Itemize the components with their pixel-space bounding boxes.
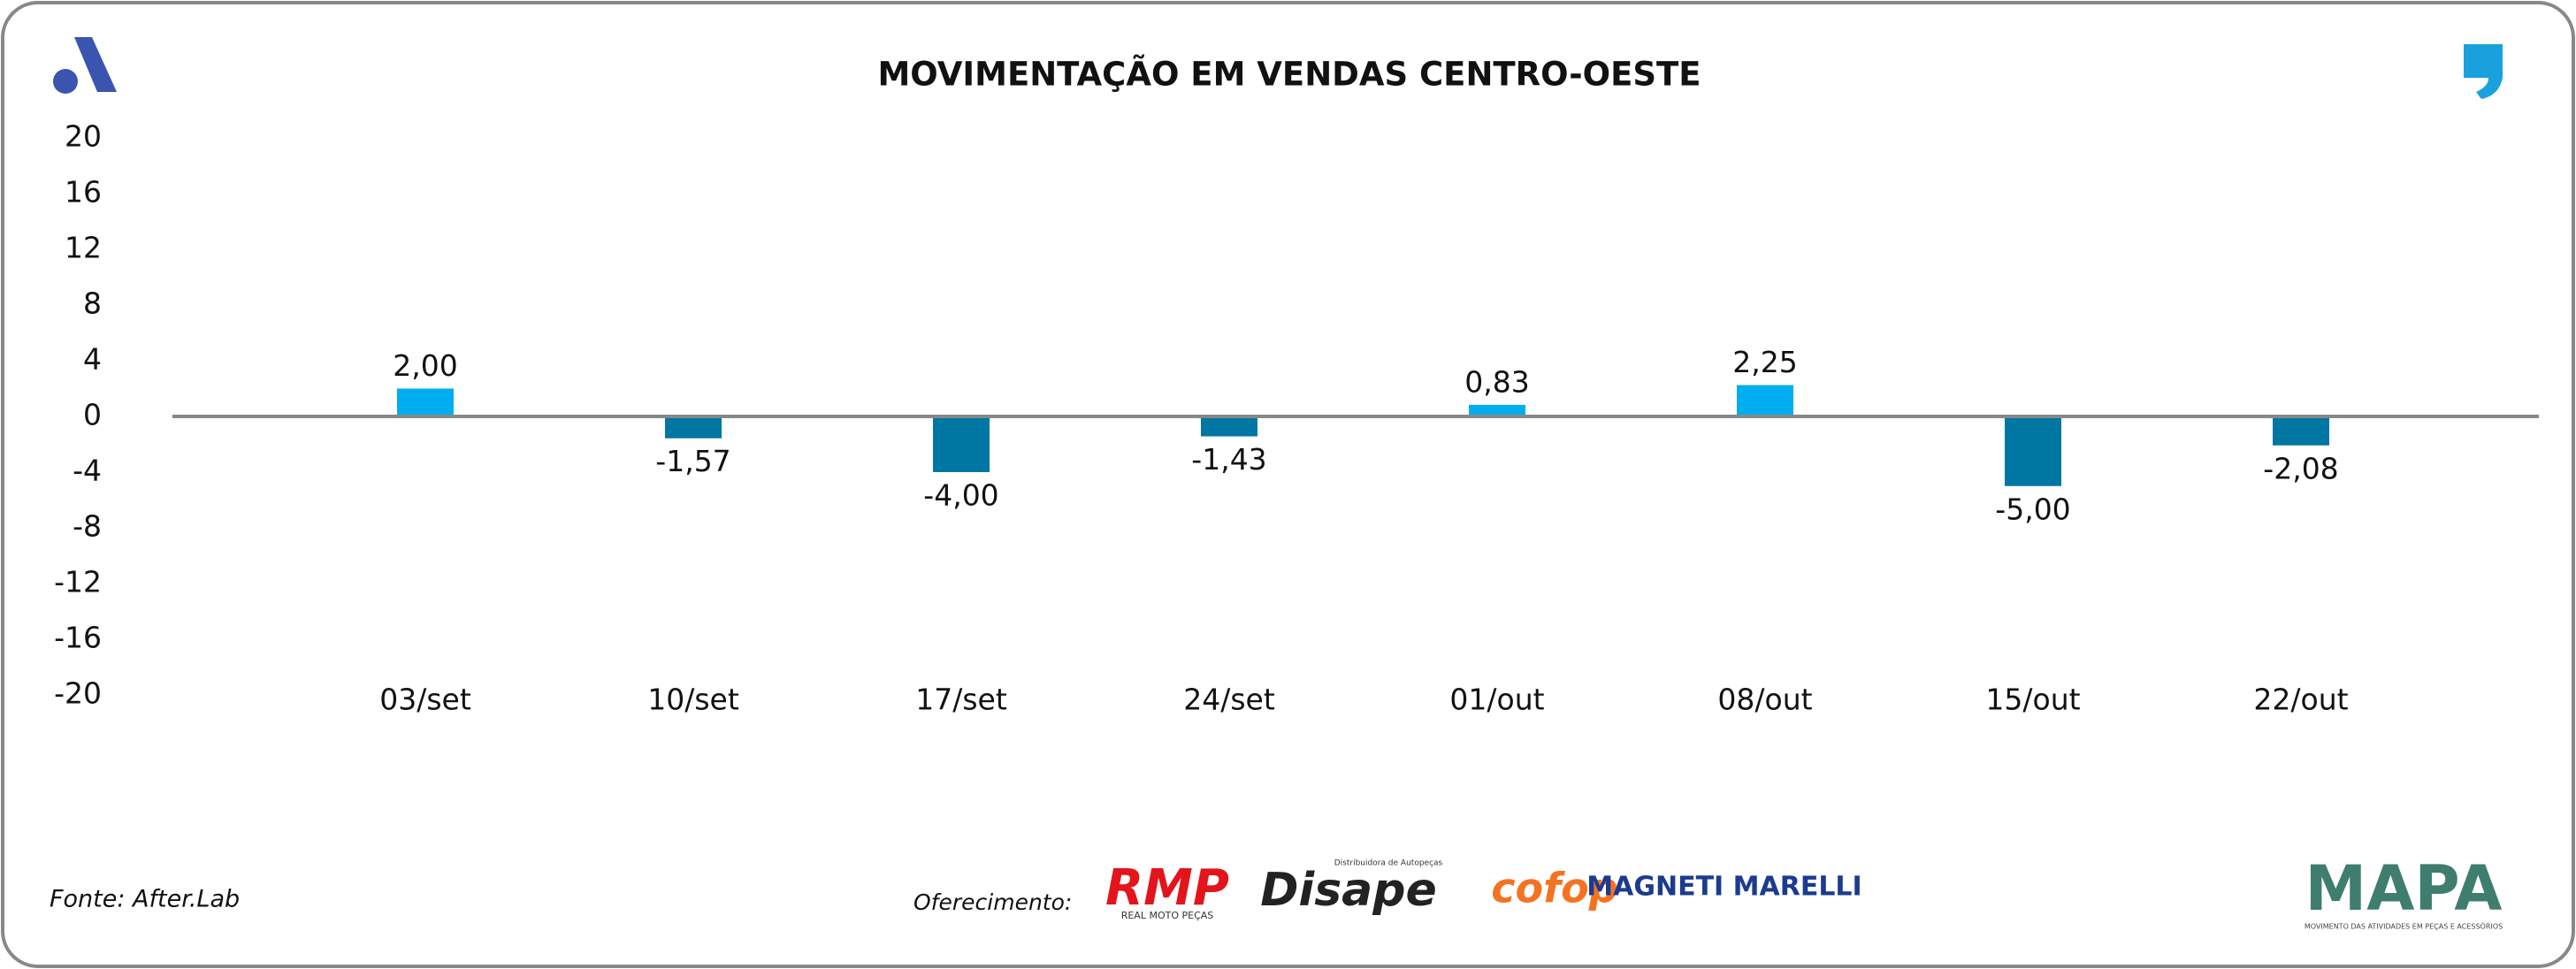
y-tick-label: -12 (54, 565, 102, 599)
y-tick-label: -16 (54, 621, 102, 655)
value-label: 2,00 (393, 348, 457, 383)
y-tick-label: -8 (73, 509, 102, 544)
sponsor-logo: cofop (1491, 865, 1617, 912)
chart-title: MOVIMENTAÇÃO EM VENDAS CENTRO-OESTE (877, 55, 1701, 94)
bar (665, 416, 722, 439)
value-label: -2,08 (2263, 451, 2338, 485)
value-label: 2,25 (1732, 345, 1797, 379)
y-tick-label: -4 (73, 454, 102, 488)
x-tick-label: 22/out (2253, 683, 2348, 717)
x-tick-label: 08/out (1717, 683, 1812, 717)
bar (2273, 416, 2329, 446)
y-tick-label: 12 (65, 231, 102, 265)
y-tick-label: 20 (65, 119, 102, 154)
x-tick-label: 10/set (647, 683, 739, 717)
bar (1469, 404, 1525, 416)
sponsor-subtitle: REAL MOTO PEÇAS (1121, 910, 1214, 921)
bar (2005, 416, 2061, 486)
source: Fonte: After.Lab (50, 886, 240, 913)
logo-right (2464, 44, 2503, 99)
sponsor-logo: RMP (1105, 859, 1229, 917)
bar (1201, 416, 1257, 437)
x-tick-label: 01/out (1449, 683, 1544, 717)
x-tick-label: 03/set (379, 683, 471, 717)
x-tick-label: 15/out (1985, 683, 2080, 717)
brand-subtitle: MOVIMENTO DAS ATIVIDADES EM PEÇAS E ACES… (2305, 921, 2503, 931)
y-tick-label: 4 (83, 342, 102, 377)
bar (397, 388, 454, 416)
value-label: -5,00 (1995, 492, 2070, 526)
bar (933, 416, 990, 472)
y-tick-label: 16 (65, 175, 102, 210)
sponsor-subtitle: Distribuidora de Autopeças (1334, 859, 1443, 868)
y-tick-label: 8 (83, 286, 102, 321)
x-tick-label: 24/set (1183, 683, 1275, 717)
bar (1737, 385, 1793, 416)
sponsor-logo: MAGNETI MARELLI (1586, 872, 1861, 903)
sponsor-logo: Disape (1260, 864, 1437, 917)
logo-left (53, 37, 117, 94)
value-label: -1,43 (1191, 442, 1266, 477)
y-tick-label: 0 (83, 398, 102, 432)
sponsor-label: Oferecimento: (913, 889, 1072, 915)
value-label: 0,83 (1464, 364, 1529, 399)
x-tick-label: 17/set (915, 683, 1007, 717)
value-label: -1,57 (655, 444, 730, 478)
value-label: -4,00 (923, 478, 998, 513)
y-tick-label: -20 (54, 676, 102, 711)
brand-logo: MAPA (2305, 852, 2503, 925)
